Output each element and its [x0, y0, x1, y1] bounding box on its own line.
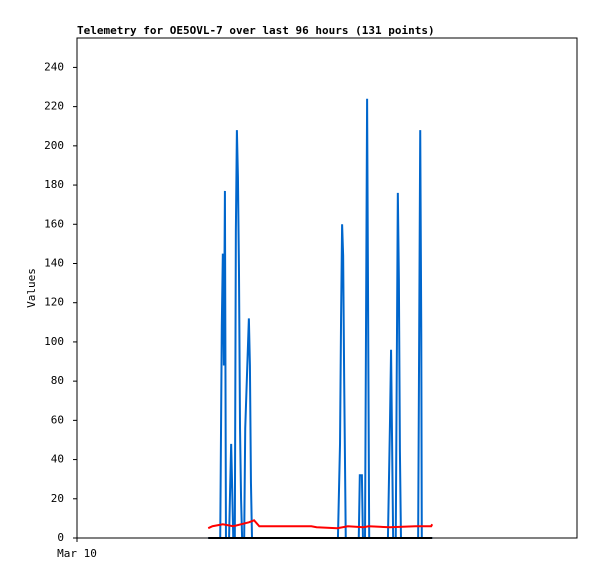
- y-tick-label: 60: [51, 413, 64, 426]
- y-tick-label: 40: [51, 453, 64, 466]
- y-tick-label: 120: [44, 296, 64, 309]
- y-tick-label: 160: [44, 217, 64, 230]
- y-tick-label: 80: [51, 374, 64, 387]
- y-tick-label: 0: [57, 531, 64, 544]
- y-tick-label: 200: [44, 139, 64, 152]
- y-tick-label: 140: [44, 256, 64, 269]
- y-tick-label: 20: [51, 492, 64, 505]
- y-tick-label: 100: [44, 335, 64, 348]
- y-tick-label: 240: [44, 60, 64, 73]
- y-axis-label: Values: [25, 268, 38, 308]
- series-line: [207, 519, 434, 530]
- chart-title: Telemetry for OE5OVL-7 over last 96 hour…: [77, 24, 435, 37]
- plot-frame: [76, 37, 578, 539]
- y-tick-label: 180: [44, 178, 64, 191]
- x-tick-label: Mar 10: [57, 547, 97, 560]
- y-tick-label: 220: [44, 100, 64, 113]
- series-line: [208, 98, 433, 539]
